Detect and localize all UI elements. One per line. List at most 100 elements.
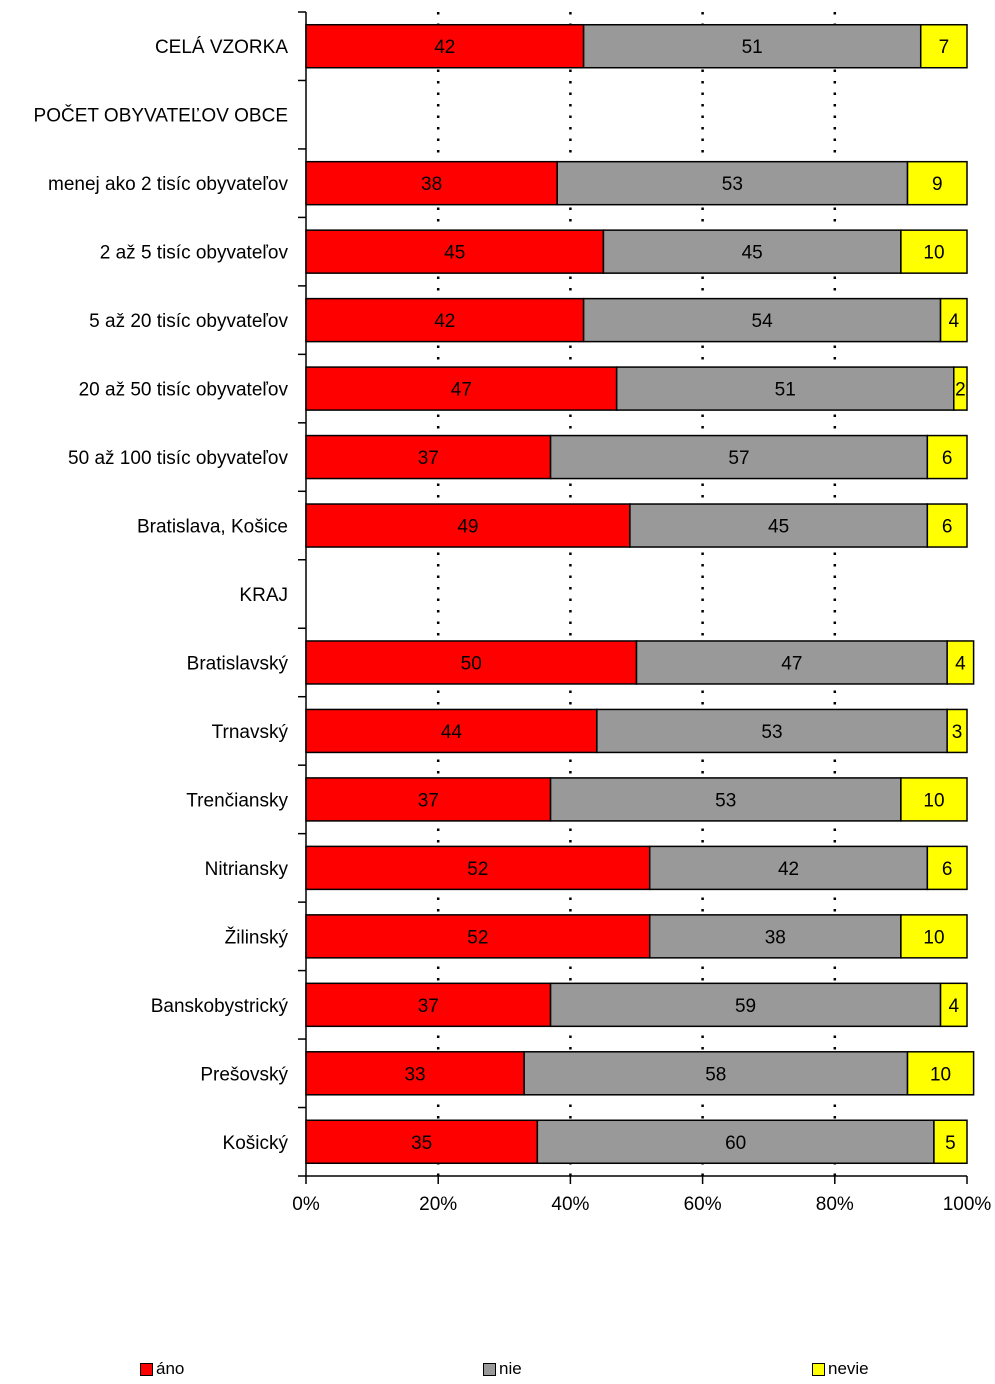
bar-segment-nie: [549, 982, 942, 1028]
x-tick-label: 20%: [419, 1194, 457, 1215]
data-label: 59: [735, 996, 756, 1017]
bar-segment-áno: [305, 297, 585, 343]
data-label: 45: [742, 243, 763, 264]
bar-segment-nevie: [900, 914, 968, 959]
bar-segment-nevie: [953, 366, 968, 411]
category-label: Prešovský: [200, 1064, 288, 1085]
x-tick-label: 60%: [684, 1194, 722, 1215]
bar-segment-nie: [629, 503, 929, 548]
bar-segment-nevie: [900, 229, 968, 274]
bar-segment-nie: [648, 914, 902, 959]
data-label: 51: [775, 380, 796, 401]
category-label: Banskobystrický: [151, 996, 289, 1017]
x-tick-label: 40%: [551, 1194, 589, 1215]
data-label: 42: [434, 37, 455, 58]
bar-segment-nie: [549, 434, 929, 480]
category-label: Nitriansky: [205, 859, 289, 880]
data-label: 53: [761, 722, 782, 743]
data-label: 7: [939, 37, 950, 58]
bar-segment-áno: [305, 23, 585, 69]
category-label: 2 až 5 tisíc obyvateľov: [100, 243, 289, 264]
bar-segment-nie: [635, 640, 948, 685]
category-label: 5 až 20 tisíc obyvateľov: [89, 311, 288, 332]
category-label: 20 až 50 tisíc obyvateľov: [79, 380, 289, 401]
data-label: 53: [722, 174, 743, 195]
bar-segment-nie: [536, 1119, 935, 1165]
bar-segment-nie: [648, 845, 929, 891]
bar-segment-áno: [305, 1119, 539, 1165]
bar-segment-nevie: [939, 982, 968, 1028]
bar-segment-áno: [305, 640, 638, 685]
bar-segment-nie: [549, 777, 902, 822]
data-label: 37: [418, 448, 439, 469]
data-label: 38: [421, 174, 442, 195]
legend-item-nie: nie: [483, 1358, 522, 1380]
data-label: 6: [942, 448, 953, 469]
data-label: 50: [461, 653, 482, 674]
data-label: 53: [715, 790, 736, 811]
bar-segment-nevie: [933, 1119, 968, 1165]
x-tick-label: 0%: [292, 1194, 320, 1215]
category-label: Bratislavský: [187, 653, 289, 674]
legend-swatch-ano: [140, 1362, 153, 1376]
data-label: 3: [952, 722, 963, 743]
data-label: 52: [467, 859, 488, 880]
data-label: 6: [942, 517, 953, 538]
legend-label-ano: áno: [156, 1359, 185, 1378]
x-tick-label: 100%: [943, 1194, 992, 1215]
data-label: 37: [418, 996, 439, 1017]
bar-segment-áno: [305, 229, 605, 274]
bar-segment-nevie: [946, 640, 975, 685]
bar-segment-nevie: [906, 160, 968, 206]
data-label: 51: [742, 37, 763, 58]
bar-segment-nevie: [926, 434, 968, 480]
bar-segment-nevie: [906, 1051, 975, 1096]
data-label: 9: [932, 174, 943, 195]
data-label: 2: [955, 380, 966, 401]
data-label: 10: [930, 1064, 951, 1085]
legend-swatch-nie: [483, 1362, 496, 1376]
data-label: 45: [768, 517, 789, 538]
bar-segment-nie: [602, 229, 902, 274]
bar-segment-nie: [582, 23, 922, 69]
bar-segment-áno: [305, 1051, 525, 1096]
data-label: 54: [752, 311, 774, 332]
category-label: Žilinský: [225, 926, 289, 948]
data-label: 45: [444, 243, 465, 264]
x-tick-label: 80%: [816, 1194, 854, 1215]
data-label: 35: [411, 1133, 432, 1154]
bar-segment-nevie: [926, 845, 968, 891]
data-label: 60: [725, 1133, 746, 1154]
data-label: 47: [781, 653, 802, 674]
bar-segment-nevie: [946, 708, 968, 754]
bar-segment-áno: [305, 777, 552, 822]
bar-segment-áno: [305, 708, 598, 754]
data-label: 37: [418, 790, 439, 811]
bar-segment-nevie: [900, 777, 968, 822]
category-label: POČET OBYVATEĽOV OBCE: [34, 105, 288, 127]
legend-label-nie: nie: [499, 1359, 522, 1378]
bar-segment-nie: [556, 160, 909, 206]
bar-segment-nevie: [919, 23, 968, 69]
data-label: 58: [705, 1064, 726, 1085]
legend-label-nevie: nevie: [828, 1359, 869, 1378]
data-label: 5: [945, 1133, 956, 1154]
category-label: Bratislava, Košice: [137, 517, 288, 538]
data-label: 38: [765, 927, 786, 948]
category-label: 50 až 100 tisíc obyvateľov: [68, 448, 288, 469]
data-label: 57: [728, 448, 749, 469]
bar-segment-nie: [596, 708, 948, 754]
bar-segment-nie: [615, 366, 955, 411]
category-label: CELÁ VZORKA: [155, 37, 288, 58]
data-label: 4: [948, 996, 959, 1017]
category-label: menej ako 2 tisíc obyvateľov: [48, 174, 288, 195]
data-label: 42: [434, 311, 455, 332]
data-label: 6: [942, 859, 953, 880]
data-label: 49: [457, 517, 478, 538]
bar-segment-áno: [305, 366, 618, 411]
data-label: 10: [923, 927, 944, 948]
category-label: Košický: [223, 1133, 289, 1154]
bar-segment-áno: [305, 434, 552, 480]
